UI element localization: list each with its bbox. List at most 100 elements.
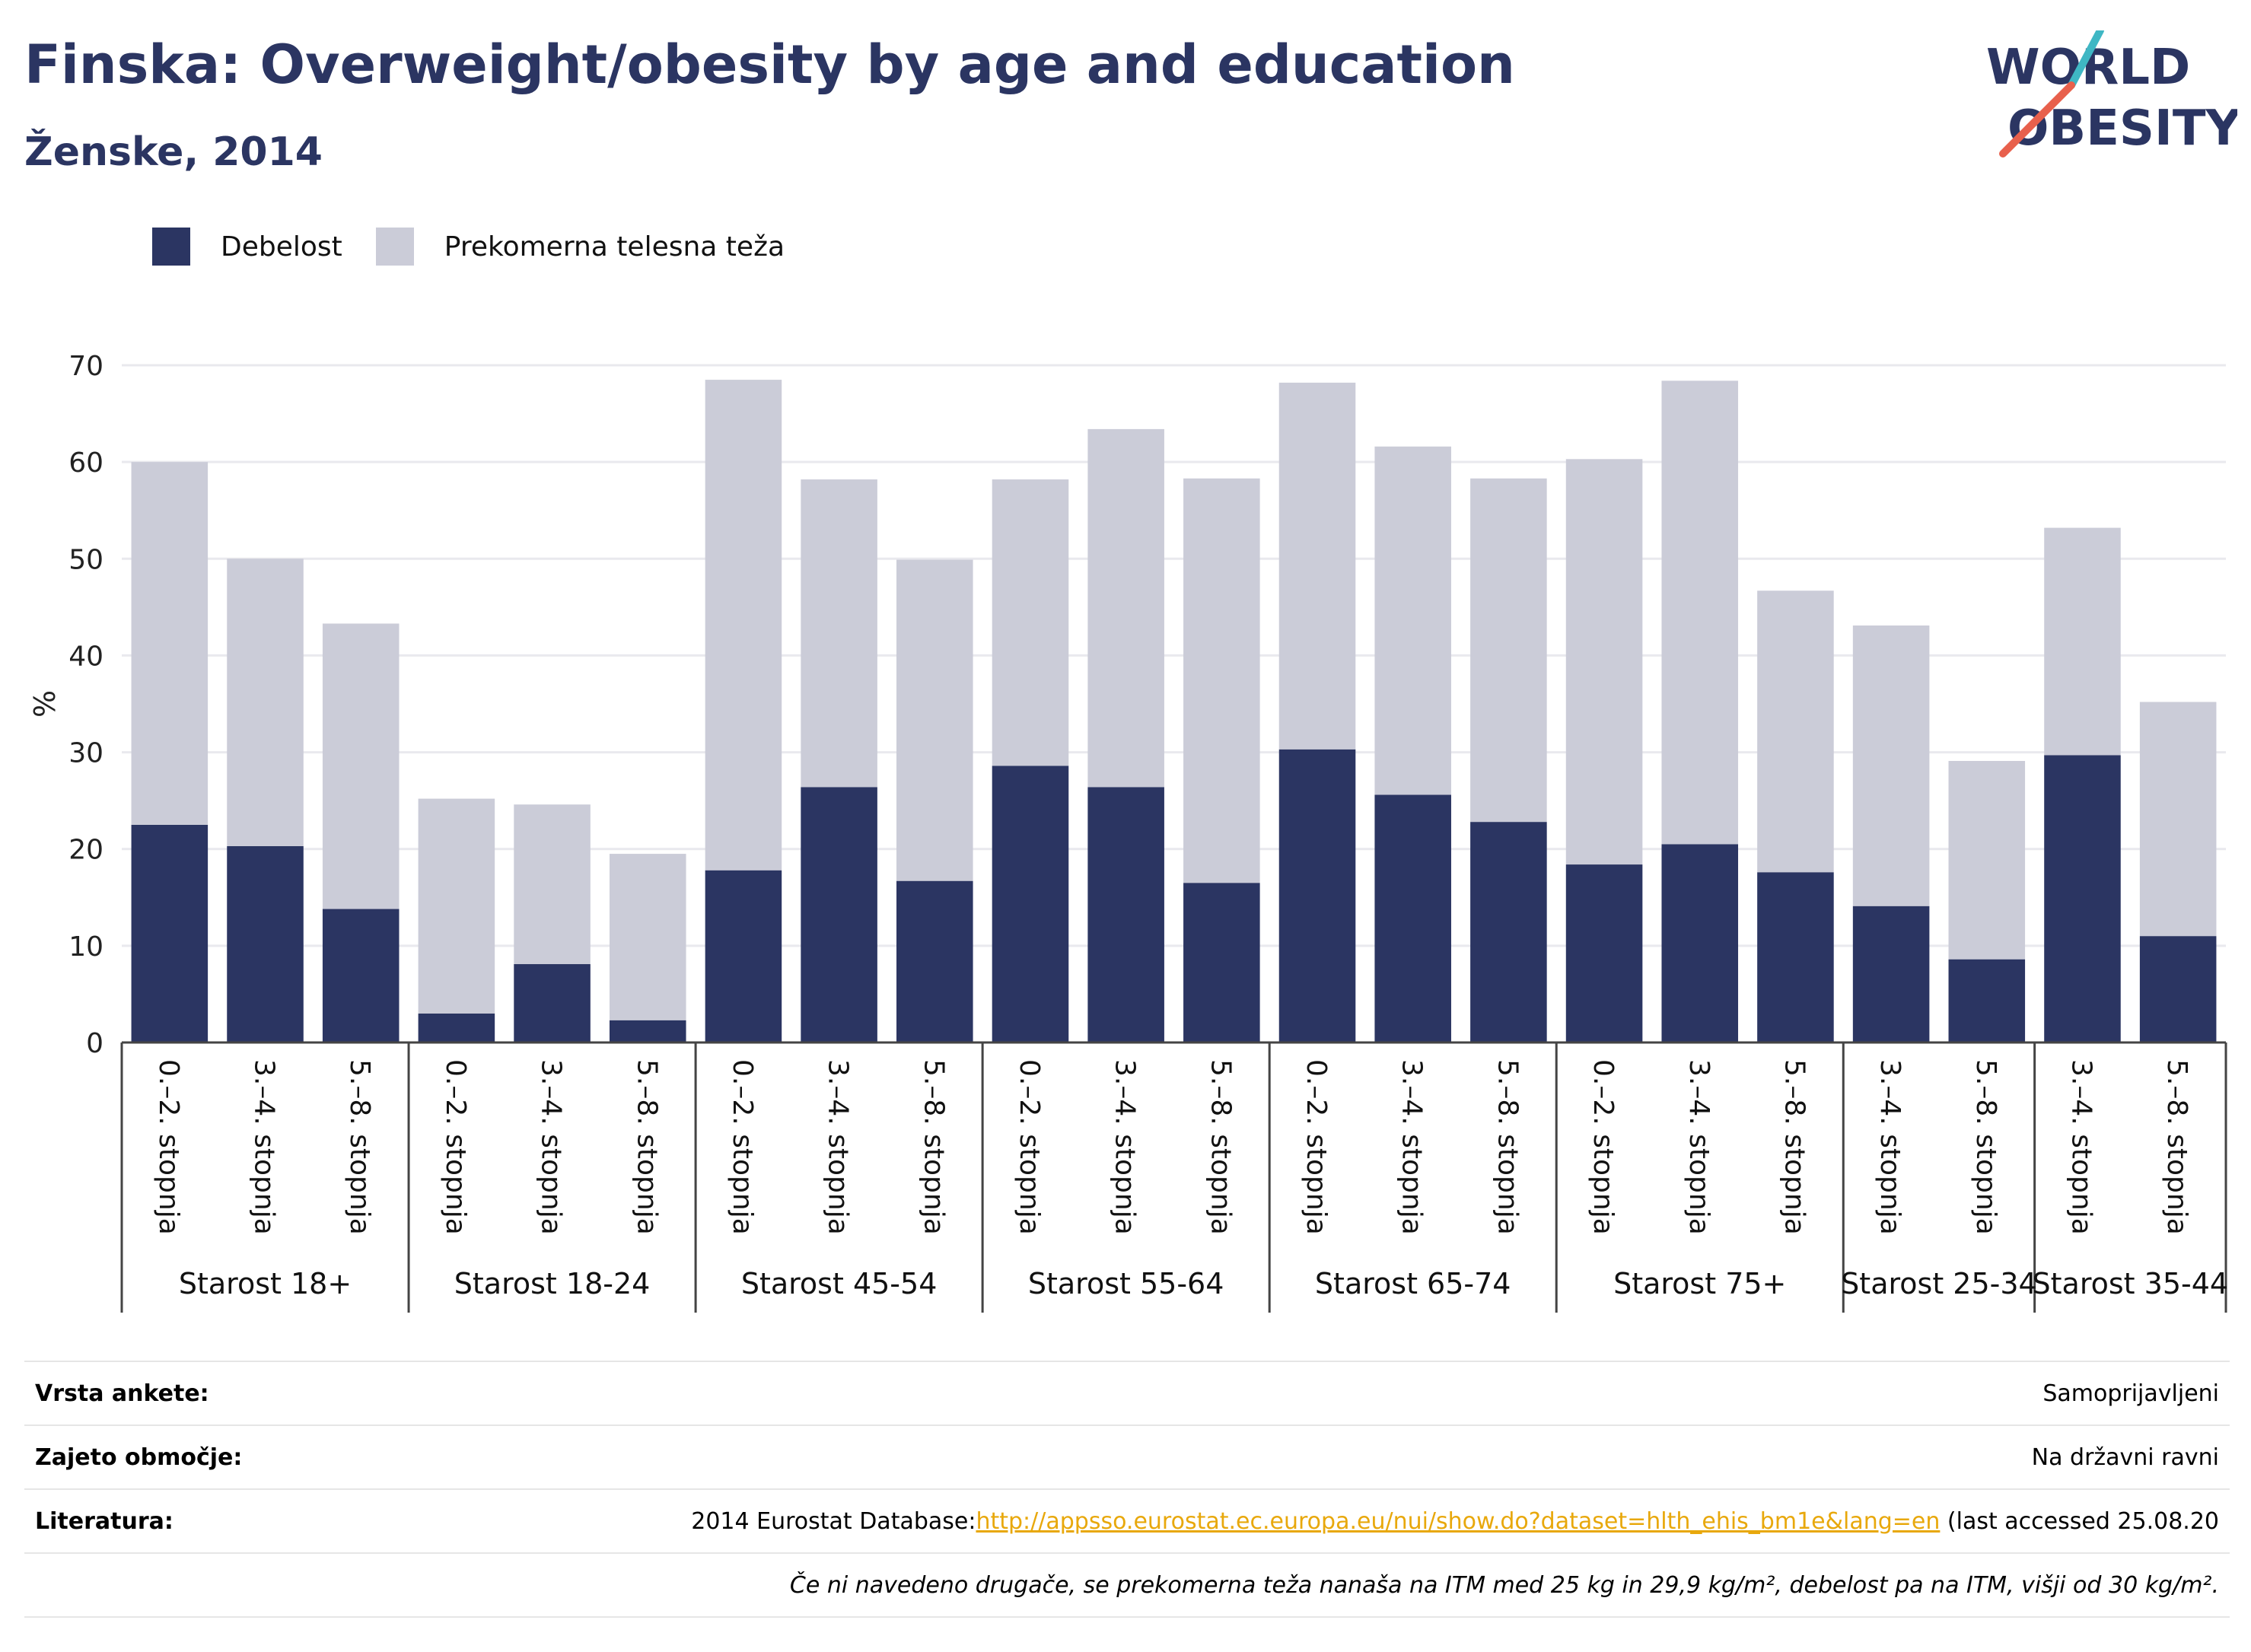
meta-row-coverage: Zajeto območje: Na državni ravni <box>24 1424 2230 1488</box>
y-tick-label: 70 <box>68 351 103 382</box>
bar-obesity <box>1183 883 1260 1042</box>
bar-overweight <box>1278 382 1356 750</box>
group-label: Starost 35-44 <box>2033 1267 2229 1300</box>
meta-value-coverage: Na državni ravni <box>2031 1444 2219 1471</box>
bar-obesity <box>1374 794 1451 1042</box>
bar-overweight <box>2044 527 2121 756</box>
bar-obesity <box>1565 864 1643 1042</box>
legend-swatch-overweight <box>375 228 414 266</box>
category-label: 3.–4. stopnja <box>1110 1059 1141 1235</box>
group-label: Starost 55-64 <box>1028 1267 1224 1300</box>
category-label: 5.–8. stopnja <box>1492 1059 1523 1235</box>
category-label: 5.–8. stopnja <box>631 1059 662 1235</box>
bar-overweight <box>1374 446 1451 795</box>
category-label: 0.–2. stopnja <box>153 1059 184 1235</box>
category-label: 3.–4. stopnja <box>1396 1059 1428 1235</box>
meta-row-note: Če ni navedeno drugače, se prekomerna te… <box>24 1552 2230 1618</box>
bar-overweight <box>514 804 591 965</box>
bar-obesity <box>1278 749 1356 1042</box>
bmi-note: Če ni navedeno drugače, se prekomerna te… <box>789 1571 2219 1599</box>
category-label: 5.–8. stopnja <box>344 1059 375 1235</box>
bar-overweight <box>609 854 686 1020</box>
reference-prefix: 2014 Eurostat Database: <box>691 1507 976 1535</box>
category-label: 3.–4. stopnja <box>2065 1059 2097 1235</box>
meta-label-references: Literatura: <box>35 1507 174 1535</box>
bar-overweight <box>322 623 400 909</box>
bar-overweight <box>1948 761 2026 960</box>
group-label: Starost 65-74 <box>1315 1267 1511 1300</box>
y-tick-label: 50 <box>68 544 103 575</box>
category-label: 3.–4. stopnja <box>823 1059 854 1235</box>
bar-overweight <box>1852 625 1930 906</box>
bar-obesity <box>1757 872 1834 1042</box>
bar-overweight <box>1087 428 1164 788</box>
meta-value-references: 2014 Eurostat Database:http://appsso.eur… <box>691 1508 2230 1535</box>
bar-overweight <box>1183 478 1260 883</box>
bar-obesity <box>2139 936 2217 1042</box>
y-tick-label: 30 <box>68 738 103 769</box>
bar-obesity <box>801 787 877 1042</box>
chart-subtitle: Ženske, 2014 <box>24 129 323 175</box>
bar-overweight <box>131 462 209 825</box>
bar-obesity <box>418 1013 495 1042</box>
logo-slash-teal <box>2068 30 2104 89</box>
logo-slash-red <box>1999 81 2075 158</box>
bar-obesity <box>705 870 782 1042</box>
legend-label-overweight: Prekomerna telesna teža <box>444 231 785 263</box>
bar-obesity <box>131 824 209 1042</box>
bar-obesity <box>1852 906 1930 1042</box>
y-axis-label: % <box>28 690 62 718</box>
group-label: Starost 75+ <box>1613 1267 1786 1300</box>
y-tick-label: 20 <box>68 835 103 866</box>
bar-overweight <box>896 559 973 881</box>
category-label: 5.–8. stopnja <box>1970 1059 2001 1235</box>
legend-label-obesity: Debelost <box>221 231 342 263</box>
bar-obesity <box>227 845 304 1042</box>
category-label: 5.–8. stopnja <box>1778 1059 1810 1235</box>
stacked-bar-chart: 0 10 20 30 40 50 60 70% 0.–2. stopnja 3.–4. stopn… <box>28 351 2229 1313</box>
bar-overweight <box>1470 478 1547 823</box>
y-tick-label: 10 <box>68 931 103 963</box>
category-label: 3.–4. stopnja <box>1874 1059 1906 1235</box>
bar-obesity <box>322 909 400 1042</box>
bar-overweight <box>705 380 782 871</box>
category-label: 5.–8. stopnja <box>2161 1059 2192 1235</box>
legend-item-obesity[interactable]: Debelost <box>152 228 342 266</box>
legend-item-overweight[interactable]: Prekomerna telesna teža <box>375 228 785 266</box>
category-label: 0.–2. stopnja <box>727 1059 758 1235</box>
bar-obesity <box>609 1020 686 1042</box>
meta-label-survey-type: Vrsta ankete: <box>35 1380 209 1407</box>
bar-overweight <box>1757 590 1834 873</box>
y-tick-label: 60 <box>68 447 103 479</box>
bar-overweight <box>2139 702 2217 937</box>
bar-overweight <box>227 559 304 846</box>
legend: Debelost Prekomerna telesna teža <box>152 225 818 268</box>
bar-overweight <box>1565 459 1643 865</box>
bar-obesity <box>992 766 1069 1042</box>
category-label: 5.–8. stopnja <box>1205 1059 1236 1235</box>
bar-obesity <box>514 964 591 1042</box>
legend-swatch-obesity <box>152 228 190 266</box>
category-label: 3.–4. stopnja <box>536 1059 567 1235</box>
category-label: 0.–2. stopnja <box>1014 1059 1045 1235</box>
bar-overweight <box>418 798 495 1014</box>
y-tick-label: 0 <box>86 1028 103 1059</box>
group-label: Starost 18-24 <box>454 1267 651 1300</box>
bar-obesity <box>896 880 973 1042</box>
category-label: 3.–4. stopnja <box>249 1059 280 1235</box>
bar-obesity <box>1087 787 1164 1042</box>
category-label: 0.–2. stopnja <box>440 1059 471 1235</box>
category-label: 0.–2. stopnja <box>1587 1059 1619 1235</box>
bar-obesity <box>2044 755 2121 1042</box>
group-label: Starost 45-54 <box>741 1267 938 1300</box>
bar-overweight <box>801 479 877 788</box>
meta-label-coverage: Zajeto območje: <box>35 1444 243 1471</box>
reference-link[interactable]: http://appsso.eurostat.ec.europa.eu/nui/… <box>976 1507 1941 1535</box>
meta-row-references: Literatura: 2014 Eurostat Database:http:… <box>24 1488 2230 1552</box>
chart-title: Finska: Overweight/obesity by age and ed… <box>24 33 1515 96</box>
category-label: 3.–4. stopnja <box>1683 1059 1715 1235</box>
metadata-table: Vrsta ankete: Samoprijavljeni Zajeto obm… <box>24 1361 2230 1618</box>
bar-obesity <box>1661 844 1739 1042</box>
logo-line2: OBESITY <box>2007 100 2237 157</box>
meta-value-survey-type: Samoprijavljeni <box>2042 1380 2219 1407</box>
